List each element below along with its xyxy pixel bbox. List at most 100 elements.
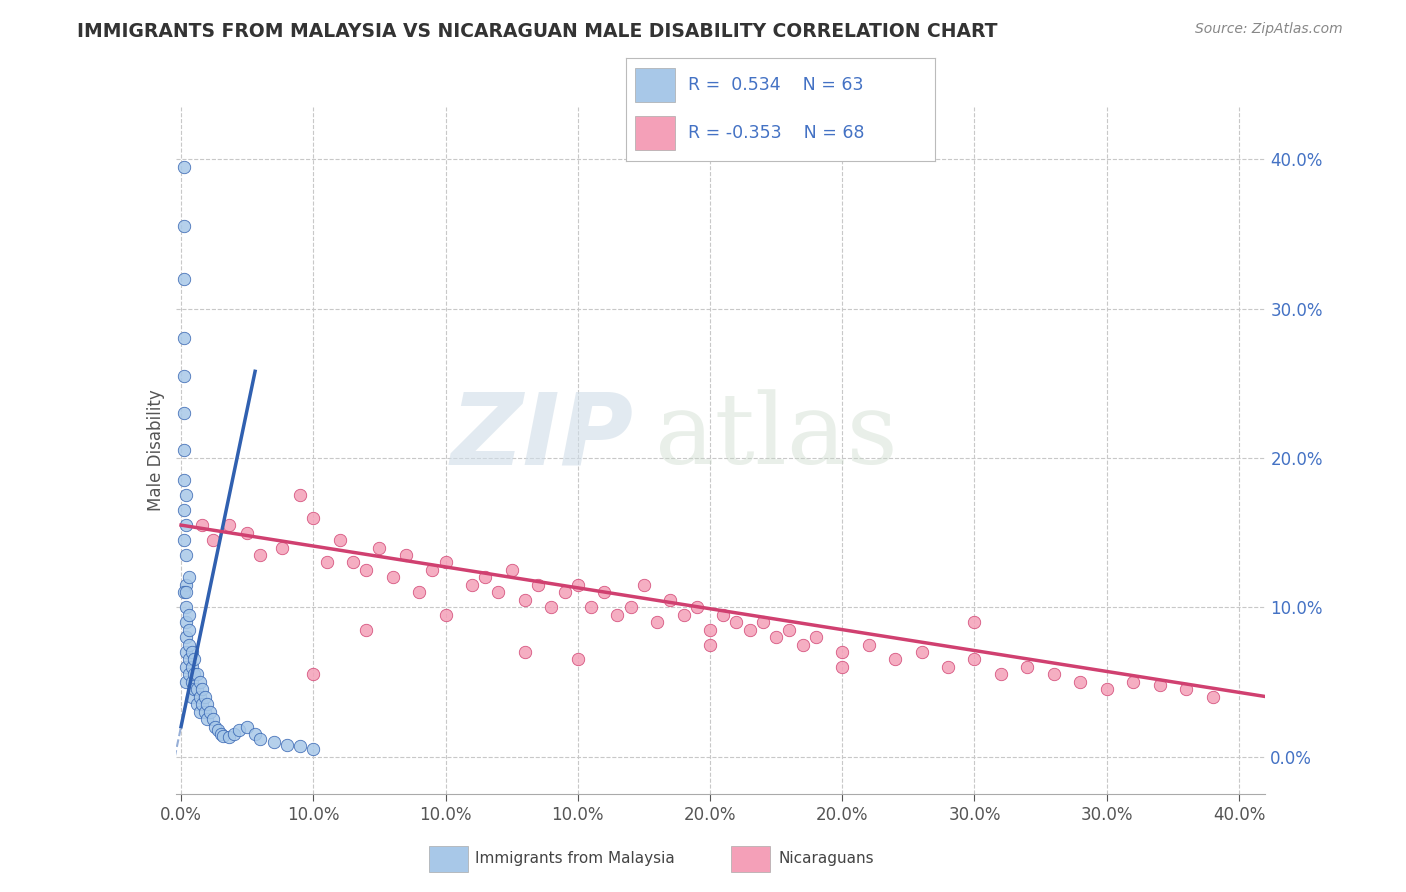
- Point: [778, 623, 800, 637]
- Point: [963, 615, 986, 630]
- Point: [188, 674, 211, 689]
- Point: [434, 607, 457, 622]
- Point: [804, 630, 827, 644]
- Point: [176, 518, 198, 533]
- Point: [276, 738, 298, 752]
- Point: [186, 698, 208, 712]
- Point: [173, 368, 195, 383]
- Point: [368, 541, 391, 555]
- Point: [1043, 667, 1066, 681]
- Point: [180, 690, 202, 704]
- Point: [218, 730, 240, 744]
- Point: [395, 548, 418, 562]
- Point: [173, 160, 195, 174]
- Point: [236, 720, 259, 734]
- Point: [990, 667, 1012, 681]
- Point: [513, 645, 536, 659]
- Point: [765, 630, 787, 644]
- Y-axis label: Male Disability: Male Disability: [146, 390, 165, 511]
- Point: [218, 518, 240, 533]
- Point: [936, 660, 959, 674]
- Point: [201, 712, 224, 726]
- Point: [593, 585, 616, 599]
- Point: [176, 630, 198, 644]
- Text: Source: ZipAtlas.com: Source: ZipAtlas.com: [1195, 22, 1343, 37]
- Point: [194, 690, 217, 704]
- Point: [288, 488, 311, 502]
- Point: [177, 638, 200, 652]
- Text: ZIP: ZIP: [450, 388, 633, 485]
- Point: [659, 592, 682, 607]
- Point: [173, 219, 195, 234]
- Point: [197, 698, 219, 712]
- Point: [209, 727, 232, 741]
- Point: [686, 600, 709, 615]
- Point: [513, 592, 536, 607]
- Point: [228, 723, 250, 737]
- Point: [173, 473, 195, 487]
- Point: [474, 570, 496, 584]
- Point: [633, 578, 655, 592]
- Point: [186, 667, 208, 681]
- Point: [910, 645, 932, 659]
- FancyBboxPatch shape: [636, 69, 675, 102]
- Point: [302, 510, 325, 524]
- Point: [173, 585, 195, 599]
- Point: [420, 563, 443, 577]
- Point: [176, 585, 198, 599]
- Point: [288, 739, 311, 753]
- Point: [270, 541, 292, 555]
- Text: IMMIGRANTS FROM MALAYSIA VS NICARAGUAN MALE DISABILITY CORRELATION CHART: IMMIGRANTS FROM MALAYSIA VS NICARAGUAN M…: [77, 22, 998, 41]
- Point: [180, 674, 202, 689]
- Point: [186, 682, 208, 697]
- Point: [461, 578, 484, 592]
- Point: [342, 556, 364, 570]
- Point: [173, 331, 195, 345]
- Point: [672, 607, 695, 622]
- Point: [738, 623, 761, 637]
- Point: [188, 690, 211, 704]
- Point: [183, 682, 205, 697]
- Point: [222, 727, 245, 741]
- Point: [711, 607, 734, 622]
- Point: [183, 667, 205, 681]
- Point: [191, 518, 214, 533]
- Point: [501, 563, 523, 577]
- Point: [176, 600, 198, 615]
- Point: [792, 638, 814, 652]
- Point: [212, 729, 235, 743]
- Point: [243, 727, 266, 741]
- Point: [177, 607, 200, 622]
- Point: [315, 556, 337, 570]
- Point: [408, 585, 430, 599]
- Point: [177, 667, 200, 681]
- Point: [197, 712, 219, 726]
- Point: [1069, 674, 1091, 689]
- Point: [302, 667, 325, 681]
- Point: [176, 548, 198, 562]
- Point: [173, 443, 195, 458]
- Point: [725, 615, 748, 630]
- Point: [540, 600, 562, 615]
- Point: [194, 705, 217, 719]
- Point: [176, 578, 198, 592]
- Point: [579, 600, 602, 615]
- Point: [176, 660, 198, 674]
- Text: R = -0.353    N = 68: R = -0.353 N = 68: [688, 124, 865, 143]
- Point: [752, 615, 775, 630]
- Point: [180, 645, 202, 659]
- Point: [606, 607, 628, 622]
- Text: R =  0.534    N = 63: R = 0.534 N = 63: [688, 76, 863, 95]
- Point: [486, 585, 509, 599]
- Point: [183, 652, 205, 666]
- Point: [620, 600, 643, 615]
- Point: [249, 548, 271, 562]
- Point: [831, 645, 853, 659]
- Point: [302, 742, 325, 756]
- Point: [963, 652, 986, 666]
- Point: [191, 698, 214, 712]
- Point: [177, 570, 200, 584]
- Text: Immigrants from Malaysia: Immigrants from Malaysia: [475, 852, 675, 866]
- Point: [173, 533, 195, 547]
- Point: [176, 488, 198, 502]
